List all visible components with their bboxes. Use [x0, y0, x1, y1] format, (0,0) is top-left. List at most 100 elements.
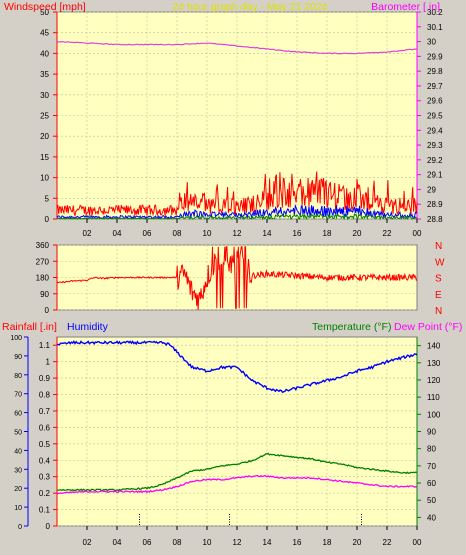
compass-label: W — [435, 257, 445, 268]
compass-label: N — [435, 241, 442, 252]
barometer-y-tick-label: 29 — [427, 185, 436, 194]
rain-y-tick-label: 0.2 — [39, 489, 51, 498]
climate-x-tick-label: 22 — [383, 538, 392, 547]
humidity-y-tick-label: 90 — [14, 354, 22, 361]
barometer-y-tick-label: 29.9 — [427, 52, 443, 61]
wind-gust-series — [56, 171, 418, 218]
wind-y-tick-label: 0 — [45, 215, 50, 224]
rain-y-tick-label: 0.5 — [39, 440, 51, 449]
barometer-y-tick-label: 29.5 — [427, 112, 443, 121]
rain-y-tick-label: 0.8 — [39, 391, 51, 400]
dewpoint-series — [56, 474, 418, 495]
wind-y-tick-label: 30 — [40, 91, 49, 100]
dewpoint-axis-title: Dew Point (°F) — [394, 321, 462, 333]
rain-y-tick-label: 0 — [46, 522, 51, 531]
wind-x-tick-label: 22 — [383, 229, 392, 238]
barometer-series — [56, 40, 418, 55]
humidity-y-tick-label: 80 — [14, 373, 22, 380]
wind-y-tick-label: 5 — [45, 194, 50, 203]
humidity-y-tick-label: 60 — [14, 411, 22, 418]
wind-direction-series — [56, 246, 418, 311]
climate-x-tick-label: 10 — [203, 538, 212, 547]
direction-y-tick-label: 270 — [36, 257, 50, 266]
wind-y-tick-label: 25 — [40, 112, 49, 121]
climate-x-tick-label: 14 — [263, 538, 272, 547]
temperature-y-tick-label: 120 — [427, 376, 441, 385]
wind-x-tick-label: 18 — [323, 229, 332, 238]
direction-y-tick-label: 90 — [40, 290, 49, 299]
wind-x-tick-label: 12 — [233, 229, 242, 238]
temperature-y-tick-label: 40 — [427, 513, 436, 522]
wind-y-tick-label: 15 — [40, 153, 49, 162]
temperature-y-tick-label: 110 — [427, 393, 440, 402]
climate-x-tick-label: 20 — [353, 538, 362, 547]
temperature-y-tick-label: 140 — [427, 342, 441, 351]
barometer-y-tick-label: 29.7 — [427, 82, 443, 91]
climate-x-tick-label: 06 — [143, 538, 152, 547]
temperature-y-tick-label: 130 — [427, 359, 441, 368]
humidity-y-tick-label: 20 — [14, 486, 22, 493]
humidity-y-tick-label: 10 — [14, 505, 22, 512]
temperature-y-tick-label: 80 — [427, 445, 436, 454]
barometer-y-tick-label: 29.4 — [427, 126, 443, 135]
wind-x-tick-label: 02 — [83, 229, 92, 238]
wind-average-series — [56, 203, 418, 220]
temperature-axis-title: Temperature (°F) — [312, 321, 391, 333]
compass-label: E — [435, 290, 442, 301]
humidity-y-tick-label: 0 — [18, 524, 22, 531]
humidity-y-tick-label: 100 — [10, 335, 22, 342]
wind-y-tick-label: 10 — [40, 174, 49, 183]
wind-x-tick-label: 04 — [113, 229, 122, 238]
barometer-y-tick-label: 30.2 — [427, 8, 443, 17]
wind-y-tick-label: 40 — [40, 49, 49, 58]
barometer-y-tick-label: 30 — [427, 38, 436, 47]
barometer-axis-title: Barometer [ in] — [371, 1, 440, 13]
barometer-y-tick-label: 29.3 — [427, 141, 443, 150]
wind-axis-title: Windspeed [mph] — [4, 1, 86, 13]
humidity-axis-title: Humidity — [67, 321, 109, 333]
rain-y-tick-label: 1.1 — [39, 341, 51, 350]
direction-y-tick-label: 180 — [36, 274, 50, 283]
barometer-y-tick-label: 29.8 — [427, 67, 443, 76]
rain-y-tick-label: 0.7 — [39, 407, 51, 416]
direction-y-tick-label: 0 — [45, 306, 50, 315]
barometer-y-tick-label: 30.1 — [427, 23, 443, 32]
wind-y-tick-label: 50 — [40, 8, 49, 17]
temperature-y-tick-label: 60 — [427, 479, 436, 488]
rain-y-tick-label: 0.3 — [39, 473, 51, 482]
barometer-y-tick-label: 28.8 — [427, 215, 443, 224]
wind-x-tick-label: 06 — [143, 229, 152, 238]
rain-y-tick-label: 0.4 — [39, 456, 51, 465]
humidity-y-tick-label: 40 — [14, 448, 22, 455]
rain-y-tick-label: 0.9 — [39, 374, 51, 383]
wind-y-tick-label: 20 — [40, 132, 49, 141]
wind-low-series — [57, 212, 418, 221]
rainfall-axis-title: Rainfall [.in] — [2, 321, 57, 333]
temperature-y-tick-label: 70 — [427, 462, 436, 471]
wind-x-tick-label: 08 — [173, 229, 182, 238]
direction-y-tick-label: 360 — [36, 241, 50, 250]
wind-x-tick-label: 16 — [293, 229, 302, 238]
barometer-y-tick-label: 29.1 — [427, 171, 443, 180]
temperature-y-tick-label: 50 — [427, 496, 436, 505]
humidity-y-tick-label: 30 — [14, 467, 22, 474]
wind-x-tick-label: 00 — [413, 229, 422, 238]
climate-x-tick-label: 12 — [233, 538, 242, 547]
temperature-y-tick-label: 100 — [427, 410, 441, 419]
rain-y-tick-label: 1 — [46, 358, 51, 367]
climate-x-tick-label: 00 — [413, 538, 422, 547]
climate-x-tick-label: 16 — [293, 538, 302, 547]
temperature-series — [57, 452, 418, 492]
wind-x-tick-label: 14 — [263, 229, 272, 238]
graph-title: 24 hour graph day - May 21 2024 — [172, 1, 327, 13]
climate-x-tick-label: 18 — [323, 538, 332, 547]
wind-y-tick-label: 45 — [40, 29, 49, 38]
wind-x-tick-label: 10 — [203, 229, 212, 238]
humidity-y-tick-label: 50 — [14, 430, 22, 437]
climate-x-tick-label: 08 — [173, 538, 182, 547]
temperature-y-tick-label: 90 — [427, 428, 436, 437]
wind-x-tick-label: 20 — [353, 229, 362, 238]
climate-x-tick-label: 02 — [83, 538, 92, 547]
